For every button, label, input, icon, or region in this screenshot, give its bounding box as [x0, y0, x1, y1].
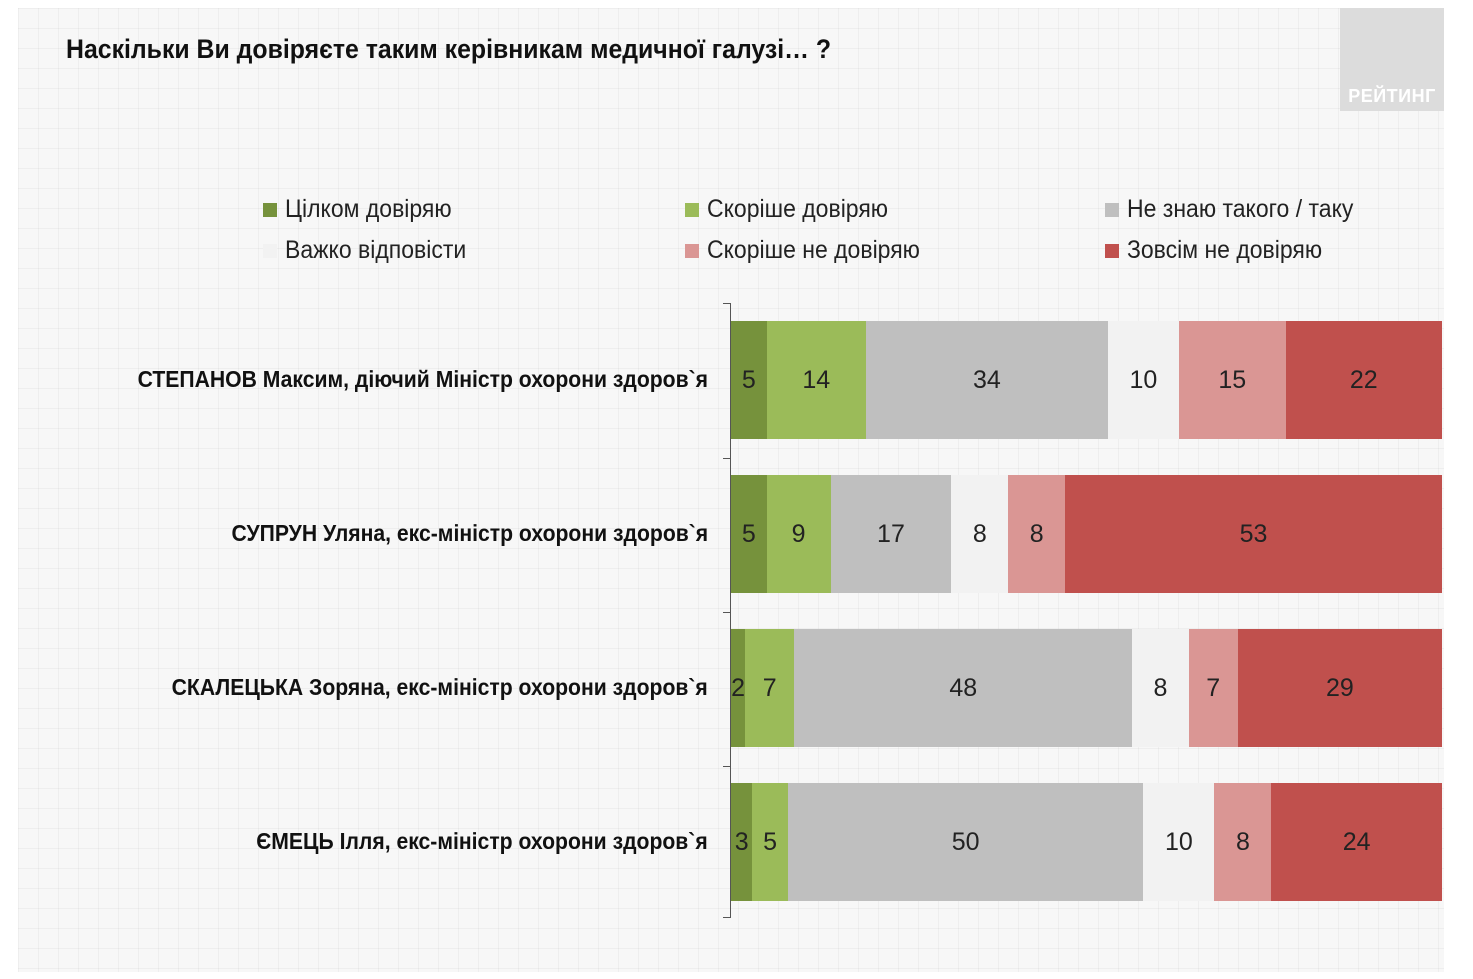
- legend-label: Скоріше не довіряю: [707, 236, 920, 264]
- data-label: 14: [802, 365, 831, 394]
- data-label: 8: [972, 519, 987, 548]
- data-label: 10: [1129, 365, 1158, 394]
- bar-segment: 8: [1008, 475, 1066, 593]
- bar-segment: 34: [866, 321, 1108, 439]
- stacked-bar: 5 9 17 8 8 53: [731, 475, 1442, 593]
- legend-swatch: [685, 202, 699, 217]
- y-axis-tick: [723, 612, 731, 613]
- data-label: 5: [741, 519, 756, 548]
- data-label: 22: [1349, 365, 1378, 394]
- bar-segment: 53: [1065, 475, 1442, 593]
- data-label: 48: [949, 673, 978, 702]
- bar-segment: 8: [1132, 629, 1189, 747]
- category-label: СТЕПАНОВ Максим, діючий Міністр охорони …: [137, 366, 708, 392]
- bar-segment: 9: [766, 475, 831, 593]
- data-label: 3: [734, 827, 749, 856]
- legend-label: Не знаю такого / таку: [1127, 195, 1354, 223]
- data-label: 29: [1325, 673, 1354, 702]
- legend-label: Цілком довіряю: [285, 195, 452, 223]
- data-label: 24: [1342, 827, 1371, 856]
- bar-segment: 17: [830, 475, 952, 593]
- legend-item: Скоріше довіряю: [685, 195, 904, 224]
- bar-segment: 10: [1143, 783, 1215, 901]
- bar-segment: 24: [1271, 783, 1442, 901]
- y-axis-line: [730, 303, 731, 917]
- legend-item: Зовсім не довіряю: [1105, 236, 1339, 265]
- data-label: 5: [763, 827, 778, 856]
- legend-label: Важко відповісти: [285, 236, 467, 264]
- category-label: ЄМЕЦЬ Ілля, екс-міністр охорони здоров`я: [256, 828, 708, 854]
- legend-swatch: [1105, 243, 1119, 258]
- bar-segment: 5: [752, 783, 788, 901]
- legend-swatch: [263, 243, 277, 258]
- legend-label: Скоріше довіряю: [707, 195, 889, 223]
- legend-item: Скоріше не довіряю: [685, 236, 938, 265]
- bar-segment: 29: [1237, 629, 1442, 747]
- data-label: 17: [877, 519, 905, 548]
- data-label: 7: [762, 673, 777, 702]
- stacked-bar: 2 7 48 8 7 29: [731, 629, 1442, 747]
- bar-segment: 22: [1285, 321, 1442, 439]
- data-label: 10: [1165, 827, 1193, 856]
- legend-swatch: [1105, 202, 1119, 217]
- rating-logo: РЕЙТИНГ: [1340, 8, 1444, 111]
- bar-segment: 14: [766, 321, 867, 439]
- bar-segment: 3: [731, 783, 753, 901]
- y-axis-tick: [723, 458, 731, 459]
- data-label: 7: [1206, 673, 1221, 702]
- bar-segment: 10: [1107, 321, 1179, 439]
- bar-segment: 48: [794, 629, 1133, 747]
- data-label: 50: [951, 827, 980, 856]
- data-label: 53: [1239, 519, 1268, 548]
- y-axis-tick: [723, 766, 731, 767]
- data-label: 9: [791, 519, 806, 548]
- data-label: 34: [973, 365, 1001, 394]
- data-label: 8: [1153, 673, 1168, 702]
- data-label: 5: [741, 365, 756, 394]
- data-label: 8: [1029, 519, 1044, 548]
- bar-segment: 5: [731, 475, 767, 593]
- stacked-bar: 3 5 50 10 8 24: [731, 783, 1442, 901]
- legend-item: Цілком довіряю: [263, 195, 466, 224]
- legend-swatch: [263, 202, 277, 217]
- bar-segment: 5: [731, 321, 767, 439]
- y-axis-tick: [723, 917, 731, 918]
- bar-segment: 15: [1178, 321, 1286, 439]
- category-label: СУПРУН Уляна, екс-міністр охорони здоров…: [231, 520, 708, 546]
- stacked-bar: 5 14 34 10 15 22: [731, 321, 1442, 439]
- chart-title: Наскільки Ви довіряєте таким керівникам …: [66, 34, 832, 64]
- data-label: 15: [1218, 365, 1247, 394]
- y-axis-tick: [723, 303, 731, 304]
- rating-logo-text: РЕЙТИНГ: [1348, 86, 1436, 106]
- category-label: СКАЛЕЦЬКА Зоряна, екс-міністр охорони зд…: [171, 674, 708, 700]
- bar-segment: 7: [1188, 629, 1238, 747]
- data-label: 2: [731, 673, 745, 702]
- legend-label: Зовсім не довіряю: [1127, 236, 1323, 264]
- legend-item: Не знаю такого / таку: [1105, 195, 1373, 224]
- bar-segment: 50: [787, 783, 1144, 901]
- data-label: 8: [1235, 827, 1250, 856]
- legend-item: Важко відповісти: [263, 236, 482, 265]
- bar-segment: 8: [951, 475, 1009, 593]
- bar-segment: 2: [731, 629, 746, 747]
- bar-segment: 8: [1214, 783, 1272, 901]
- bar-segment: 7: [745, 629, 795, 747]
- legend-swatch: [685, 243, 699, 258]
